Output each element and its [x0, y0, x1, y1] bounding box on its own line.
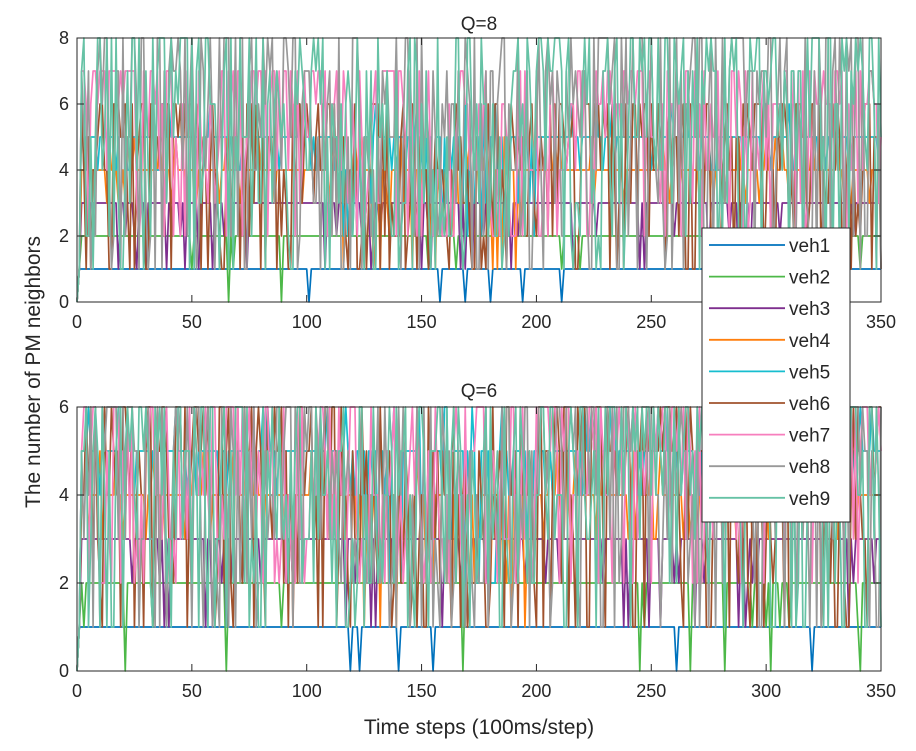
legend: veh1 veh2 veh3 veh4 veh5 veh6 veh7 veh8 veh9: [701, 227, 851, 523]
y-tick-label: 6: [59, 94, 69, 114]
x-tick-label: 150: [407, 681, 437, 701]
x-axis-label: Time steps (100ms/step): [364, 716, 594, 739]
legend-label-veh4: veh4: [789, 331, 831, 352]
y-ticks: 0 2 4 6: [59, 397, 881, 681]
x-tick-label: 250: [636, 312, 666, 332]
x-tick-label: 100: [292, 681, 322, 701]
legend-label-veh8: veh8: [789, 457, 830, 478]
chart-title: Q=6: [461, 381, 497, 402]
legend-label-veh6: veh6: [789, 394, 830, 415]
legend-label-veh7: veh7: [789, 426, 830, 447]
x-tick-label: 50: [182, 681, 202, 701]
x-tick-label: 200: [521, 312, 551, 332]
y-tick-label: 2: [59, 573, 69, 593]
x-tick-label: 150: [407, 312, 437, 332]
x-tick-label: 350: [866, 681, 896, 701]
axes-box: [76, 406, 882, 672]
y-tick-label: 8: [59, 28, 69, 48]
legend-label-veh1: veh1: [789, 236, 830, 257]
legend-label-veh3: veh3: [789, 299, 830, 320]
x-tick-label: 200: [521, 681, 551, 701]
legend-label-veh5: veh5: [789, 362, 830, 383]
legend-label-veh9: veh9: [789, 489, 830, 510]
y-tick-label: 4: [59, 485, 69, 505]
series-line-veh8: [76, 37, 882, 303]
x-tick-label: 350: [866, 312, 896, 332]
x-tick-label: 0: [72, 681, 82, 701]
series-line-veh9: [76, 37, 882, 303]
y-tick-label: 6: [59, 397, 69, 417]
y-tick-label: 2: [59, 226, 69, 246]
legend-label-veh2: veh2: [789, 268, 830, 289]
chart-title: Q=8: [461, 14, 497, 35]
x-tick-label: 250: [636, 681, 666, 701]
series-layer: [76, 37, 882, 303]
legend-entries: veh1 veh2 veh3 veh4 veh5 veh6 veh7 veh8 veh9: [709, 236, 831, 510]
y-tick-label: 0: [59, 661, 69, 681]
x-tick-label: 100: [292, 312, 322, 332]
y-tick-label: 0: [59, 292, 69, 312]
y-tick-label: 4: [59, 160, 69, 180]
y-axis-label: The number of PM neighbors: [22, 236, 45, 508]
x-tick-label: 300: [751, 681, 781, 701]
series-line-veh1: [76, 626, 881, 672]
x-tick-label: 50: [182, 312, 202, 332]
x-tick-label: 0: [72, 312, 82, 332]
y-ticks: 0 2 4 6 8: [59, 28, 881, 312]
x-ticks: 0 50 100 150 200 250 300 350: [72, 407, 896, 701]
